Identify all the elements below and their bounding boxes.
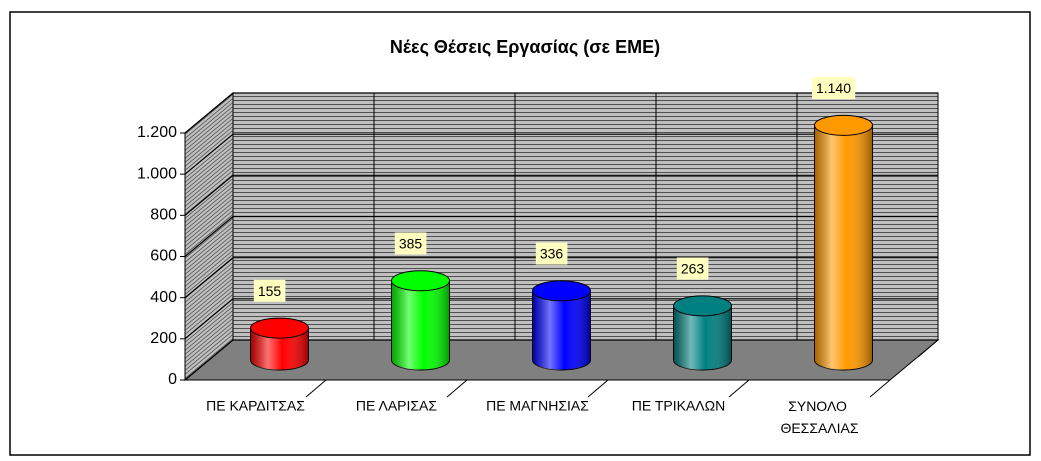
grid-line (184, 298, 234, 340)
grid-line (184, 339, 234, 381)
x-tick-label: ΠΕ ΤΡΙΚΑΛΩΝ (632, 398, 725, 414)
grid-line (184, 216, 234, 257)
x-tick-label: ΠΕ ΛΑΡΙΣΑΣ (356, 398, 437, 414)
cylinder-top (814, 114, 873, 136)
cylinder-shade (673, 305, 732, 370)
y-tick-label: 200 (150, 330, 177, 347)
cylinder-shade (532, 290, 591, 370)
y-tick-label: 800 (150, 207, 177, 224)
x-tick-label-line: ΘΕΣΣΑΛΙΑΣ (780, 420, 858, 436)
y-tick-label: 400 (150, 289, 177, 306)
data-label-box (811, 77, 856, 100)
chart-title: Νέες Θέσεις Εργασίας (σε ΕΜΕ) (390, 37, 660, 57)
data-label-box (253, 279, 286, 302)
cylinder (814, 114, 873, 371)
floor-divider (917, 339, 939, 358)
data-label: 1.140 (816, 80, 851, 96)
floor-divider (587, 379, 609, 398)
cylinder-shade (814, 125, 873, 370)
grid-line (184, 92, 234, 134)
x-tick-label: ΣΥΝΟΛΟ ΘΕΣΣΑΛΙΑΣ (780, 398, 858, 436)
data-label-box (535, 242, 568, 265)
data-label: 155 (258, 283, 282, 299)
floor-divider (305, 379, 327, 398)
x-tick-label-line: ΣΥΝΟΛΟ (788, 398, 851, 414)
cylinder (250, 317, 309, 371)
cylinder (673, 295, 732, 371)
cylinder-shade (250, 328, 309, 370)
data-label: 263 (681, 261, 705, 277)
x-tick-label: ΠΕ ΜΑΓΝΗΣΙΑΣ (486, 398, 589, 414)
floor-divider (446, 379, 468, 398)
data-label: 385 (399, 235, 423, 251)
y-tick-label: 600 (150, 248, 177, 265)
y-tick-label: 1.000 (137, 165, 177, 182)
y-tick-label: 1.200 (137, 124, 177, 141)
cylinder-top (532, 280, 591, 302)
grid-line (184, 257, 234, 299)
data-label: 336 (540, 246, 564, 262)
grid-line (184, 133, 234, 175)
floor-divider (728, 379, 750, 398)
cylinder-top (391, 270, 450, 292)
cylinder (532, 280, 591, 371)
x-tick-label: ΠΕ ΚΑΡΔΙΤΣΑΣ (206, 398, 305, 414)
cylinder-top (250, 317, 309, 339)
cylinder-top (673, 295, 732, 317)
data-label-box (394, 232, 427, 255)
floor-divider (869, 379, 891, 398)
data-label-box (676, 257, 709, 280)
cylinder-shade (391, 280, 450, 370)
cylinder (391, 270, 450, 371)
y-tick-label: 0 (168, 371, 177, 388)
grid-line (184, 174, 234, 216)
